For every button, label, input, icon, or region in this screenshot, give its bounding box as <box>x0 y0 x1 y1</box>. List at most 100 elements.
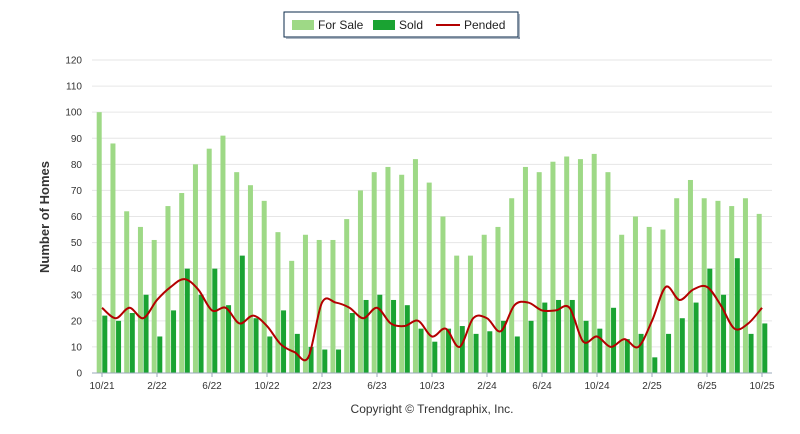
bar-for-sale[interactable] <box>495 226 501 373</box>
bar-for-sale[interactable] <box>316 239 322 373</box>
bar-sold[interactable] <box>212 268 218 373</box>
bar-for-sale[interactable] <box>330 239 336 373</box>
bar-sold[interactable] <box>569 299 575 373</box>
bar-sold[interactable] <box>336 349 342 373</box>
bar-sold[interactable] <box>679 318 685 373</box>
bar-for-sale[interactable] <box>481 234 487 373</box>
bar-for-sale[interactable] <box>289 260 295 373</box>
bar-sold[interactable] <box>652 357 658 373</box>
bar-sold[interactable] <box>281 310 287 373</box>
bar-for-sale[interactable] <box>632 216 638 374</box>
legend-swatch-sold[interactable] <box>373 20 395 30</box>
bar-for-sale[interactable] <box>192 164 198 373</box>
bar-sold[interactable] <box>542 302 548 373</box>
bar-sold[interactable] <box>597 328 603 373</box>
legend-label-sold[interactable]: Sold <box>399 18 423 32</box>
bar-sold[interactable] <box>693 302 699 373</box>
bar-for-sale[interactable] <box>440 216 446 374</box>
bar-sold[interactable] <box>514 336 520 373</box>
bar-for-sale[interactable] <box>564 156 570 373</box>
bar-for-sale[interactable] <box>261 200 267 373</box>
bar-for-sale[interactable] <box>179 193 185 373</box>
bar-sold[interactable] <box>129 313 135 373</box>
bar-sold[interactable] <box>171 310 177 373</box>
bar-for-sale[interactable] <box>206 148 212 373</box>
bar-for-sale[interactable] <box>234 172 240 373</box>
bar-for-sale[interactable] <box>660 229 666 373</box>
legend-label-pended[interactable]: Pended <box>464 18 505 32</box>
bar-sold[interactable] <box>446 328 452 373</box>
bar-sold[interactable] <box>102 315 108 373</box>
bar-for-sale[interactable] <box>344 219 350 373</box>
bar-sold[interactable] <box>762 323 768 373</box>
bar-sold[interactable] <box>308 346 314 373</box>
bar-for-sale[interactable] <box>124 211 130 373</box>
bar-sold[interactable] <box>377 294 383 373</box>
bar-sold[interactable] <box>391 299 397 373</box>
bar-for-sale[interactable] <box>742 198 748 373</box>
bar-sold[interactable] <box>198 294 204 373</box>
bar-sold[interactable] <box>556 299 562 373</box>
bar-sold[interactable] <box>721 294 727 373</box>
bar-for-sale[interactable] <box>412 159 418 373</box>
bar-for-sale[interactable] <box>605 172 611 373</box>
bar-sold[interactable] <box>624 339 630 373</box>
bar-for-sale[interactable] <box>357 190 363 373</box>
bar-sold[interactable] <box>418 328 424 373</box>
bar-sold[interactable] <box>116 320 122 373</box>
bar-for-sale[interactable] <box>467 255 473 373</box>
bar-sold[interactable] <box>459 326 465 373</box>
bar-sold[interactable] <box>501 320 507 373</box>
bar-for-sale[interactable] <box>522 166 528 373</box>
bar-for-sale[interactable] <box>729 206 735 373</box>
bar-for-sale[interactable] <box>247 185 253 373</box>
bar-for-sale[interactable] <box>454 255 460 373</box>
bar-for-sale[interactable] <box>96 112 102 374</box>
bar-sold[interactable] <box>226 305 232 373</box>
bar-sold[interactable] <box>253 318 259 373</box>
bar-for-sale[interactable] <box>674 198 680 373</box>
bar-sold[interactable] <box>748 333 754 373</box>
bar-sold[interactable] <box>239 255 245 373</box>
bar-sold[interactable] <box>143 294 149 373</box>
bar-sold[interactable] <box>666 333 672 373</box>
bar-sold[interactable] <box>184 268 190 373</box>
bar-sold[interactable] <box>349 313 355 373</box>
bar-sold[interactable] <box>487 331 493 373</box>
bar-for-sale[interactable] <box>110 143 116 373</box>
bar-for-sale[interactable] <box>687 179 693 373</box>
bar-sold[interactable] <box>267 336 273 373</box>
bar-for-sale[interactable] <box>302 234 308 373</box>
bar-sold[interactable] <box>404 305 410 373</box>
bar-for-sale[interactable] <box>577 159 583 373</box>
bar-sold[interactable] <box>432 341 438 373</box>
legend-label-for-sale[interactable]: For Sale <box>318 18 364 32</box>
bar-for-sale[interactable] <box>371 172 377 373</box>
bar-for-sale[interactable] <box>591 153 597 373</box>
bar-sold[interactable] <box>322 349 328 373</box>
bar-for-sale[interactable] <box>151 239 157 373</box>
line-pended[interactable] <box>101 278 763 362</box>
bar-sold[interactable] <box>734 258 740 373</box>
bar-sold[interactable] <box>707 268 713 373</box>
bar-for-sale[interactable] <box>756 213 762 373</box>
legend-swatch-for-sale[interactable] <box>292 20 314 30</box>
bar-for-sale[interactable] <box>550 161 556 373</box>
bar-sold[interactable] <box>638 333 644 373</box>
bar-sold[interactable] <box>157 336 163 373</box>
bar-for-sale[interactable] <box>385 166 391 373</box>
bar-for-sale[interactable] <box>715 200 721 373</box>
bar-sold[interactable] <box>611 307 617 373</box>
bar-for-sale[interactable] <box>509 198 515 373</box>
bar-for-sale[interactable] <box>646 226 652 373</box>
bar-for-sale[interactable] <box>275 232 281 373</box>
bar-for-sale[interactable] <box>536 172 542 373</box>
bar-for-sale[interactable] <box>220 135 226 373</box>
bar-for-sale[interactable] <box>399 174 405 373</box>
bar-for-sale[interactable] <box>619 234 625 373</box>
bar-sold[interactable] <box>583 320 589 373</box>
bar-sold[interactable] <box>473 333 479 373</box>
bar-sold[interactable] <box>363 299 369 373</box>
bar-sold[interactable] <box>528 320 534 373</box>
bar-for-sale[interactable] <box>137 226 143 373</box>
